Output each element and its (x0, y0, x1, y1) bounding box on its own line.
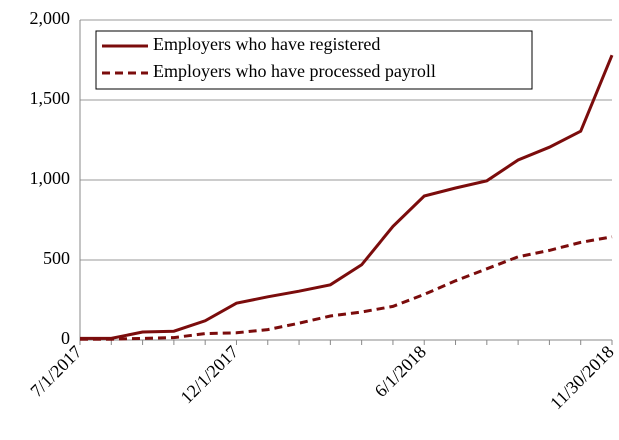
series-line (80, 235, 613, 341)
y-tick-label: 500 (43, 248, 70, 268)
y-tick-label: 1,500 (30, 88, 71, 108)
y-tick-label: 2,000 (30, 8, 71, 28)
legend-label: Employers who have registered (153, 34, 380, 54)
x-tick-label: 6/1/2018 (371, 342, 430, 401)
y-tick-label: 1,000 (30, 168, 71, 188)
legend-box (95, 30, 533, 90)
x-tick-label: 12/1/2017 (176, 342, 242, 408)
x-tick-label: 7/1/2017 (26, 342, 85, 401)
x-tick-label: 11/30/2018 (546, 342, 618, 414)
legend-label: Employers who have processed payroll (153, 61, 436, 81)
series-line (80, 54, 614, 340)
y-tick-label: 0 (61, 328, 70, 348)
